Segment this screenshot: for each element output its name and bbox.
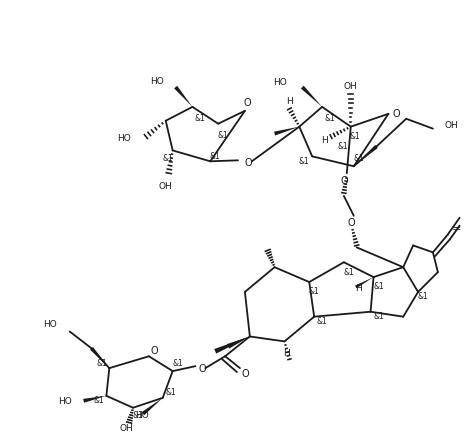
Polygon shape	[227, 336, 250, 349]
Text: H: H	[321, 136, 327, 145]
Polygon shape	[301, 86, 322, 107]
Text: H: H	[286, 97, 293, 107]
Text: &1: &1	[165, 388, 176, 397]
Text: O: O	[392, 109, 400, 119]
Text: =: =	[452, 225, 462, 235]
Text: O: O	[348, 218, 356, 228]
Text: O: O	[243, 98, 251, 108]
Text: OH: OH	[344, 81, 357, 90]
Text: OH: OH	[159, 181, 172, 191]
Text: HO: HO	[58, 397, 72, 406]
Text: &1: &1	[162, 154, 173, 163]
Text: O: O	[198, 364, 206, 374]
Text: H: H	[355, 284, 362, 294]
Text: &1: &1	[195, 114, 206, 123]
Text: &1: &1	[317, 317, 327, 326]
Polygon shape	[90, 347, 109, 368]
Text: &1: &1	[373, 312, 384, 321]
Text: O: O	[245, 158, 252, 168]
Polygon shape	[174, 86, 193, 107]
Text: &1: &1	[299, 157, 309, 166]
Text: O: O	[242, 369, 250, 379]
Text: &1: &1	[133, 411, 143, 420]
Text: &1: &1	[93, 396, 104, 405]
Text: O: O	[340, 176, 348, 186]
Text: &1: &1	[418, 292, 429, 301]
Text: &1: &1	[96, 359, 107, 368]
Text: HO: HO	[43, 320, 57, 329]
Text: &1: &1	[309, 288, 319, 297]
Polygon shape	[83, 396, 106, 403]
Text: &1: &1	[373, 282, 384, 291]
Text: OH: OH	[445, 121, 459, 130]
Text: &1: &1	[172, 359, 183, 368]
Text: O: O	[150, 346, 158, 356]
Polygon shape	[274, 127, 300, 136]
Polygon shape	[354, 145, 378, 166]
Text: &1: &1	[349, 132, 360, 141]
Text: &1: &1	[338, 142, 348, 151]
Text: H: H	[283, 349, 290, 358]
Text: HO: HO	[135, 411, 149, 420]
Text: &1: &1	[210, 152, 220, 161]
Text: HO: HO	[117, 134, 131, 143]
Text: HO: HO	[273, 78, 286, 87]
Text: &1: &1	[343, 268, 354, 277]
Text: &1: &1	[325, 114, 335, 123]
Text: OH: OH	[119, 424, 133, 433]
Text: &1: &1	[218, 131, 228, 140]
Polygon shape	[214, 336, 250, 354]
Text: &1: &1	[353, 154, 364, 163]
Polygon shape	[355, 277, 374, 288]
Polygon shape	[142, 398, 163, 415]
Text: HO: HO	[150, 77, 164, 86]
